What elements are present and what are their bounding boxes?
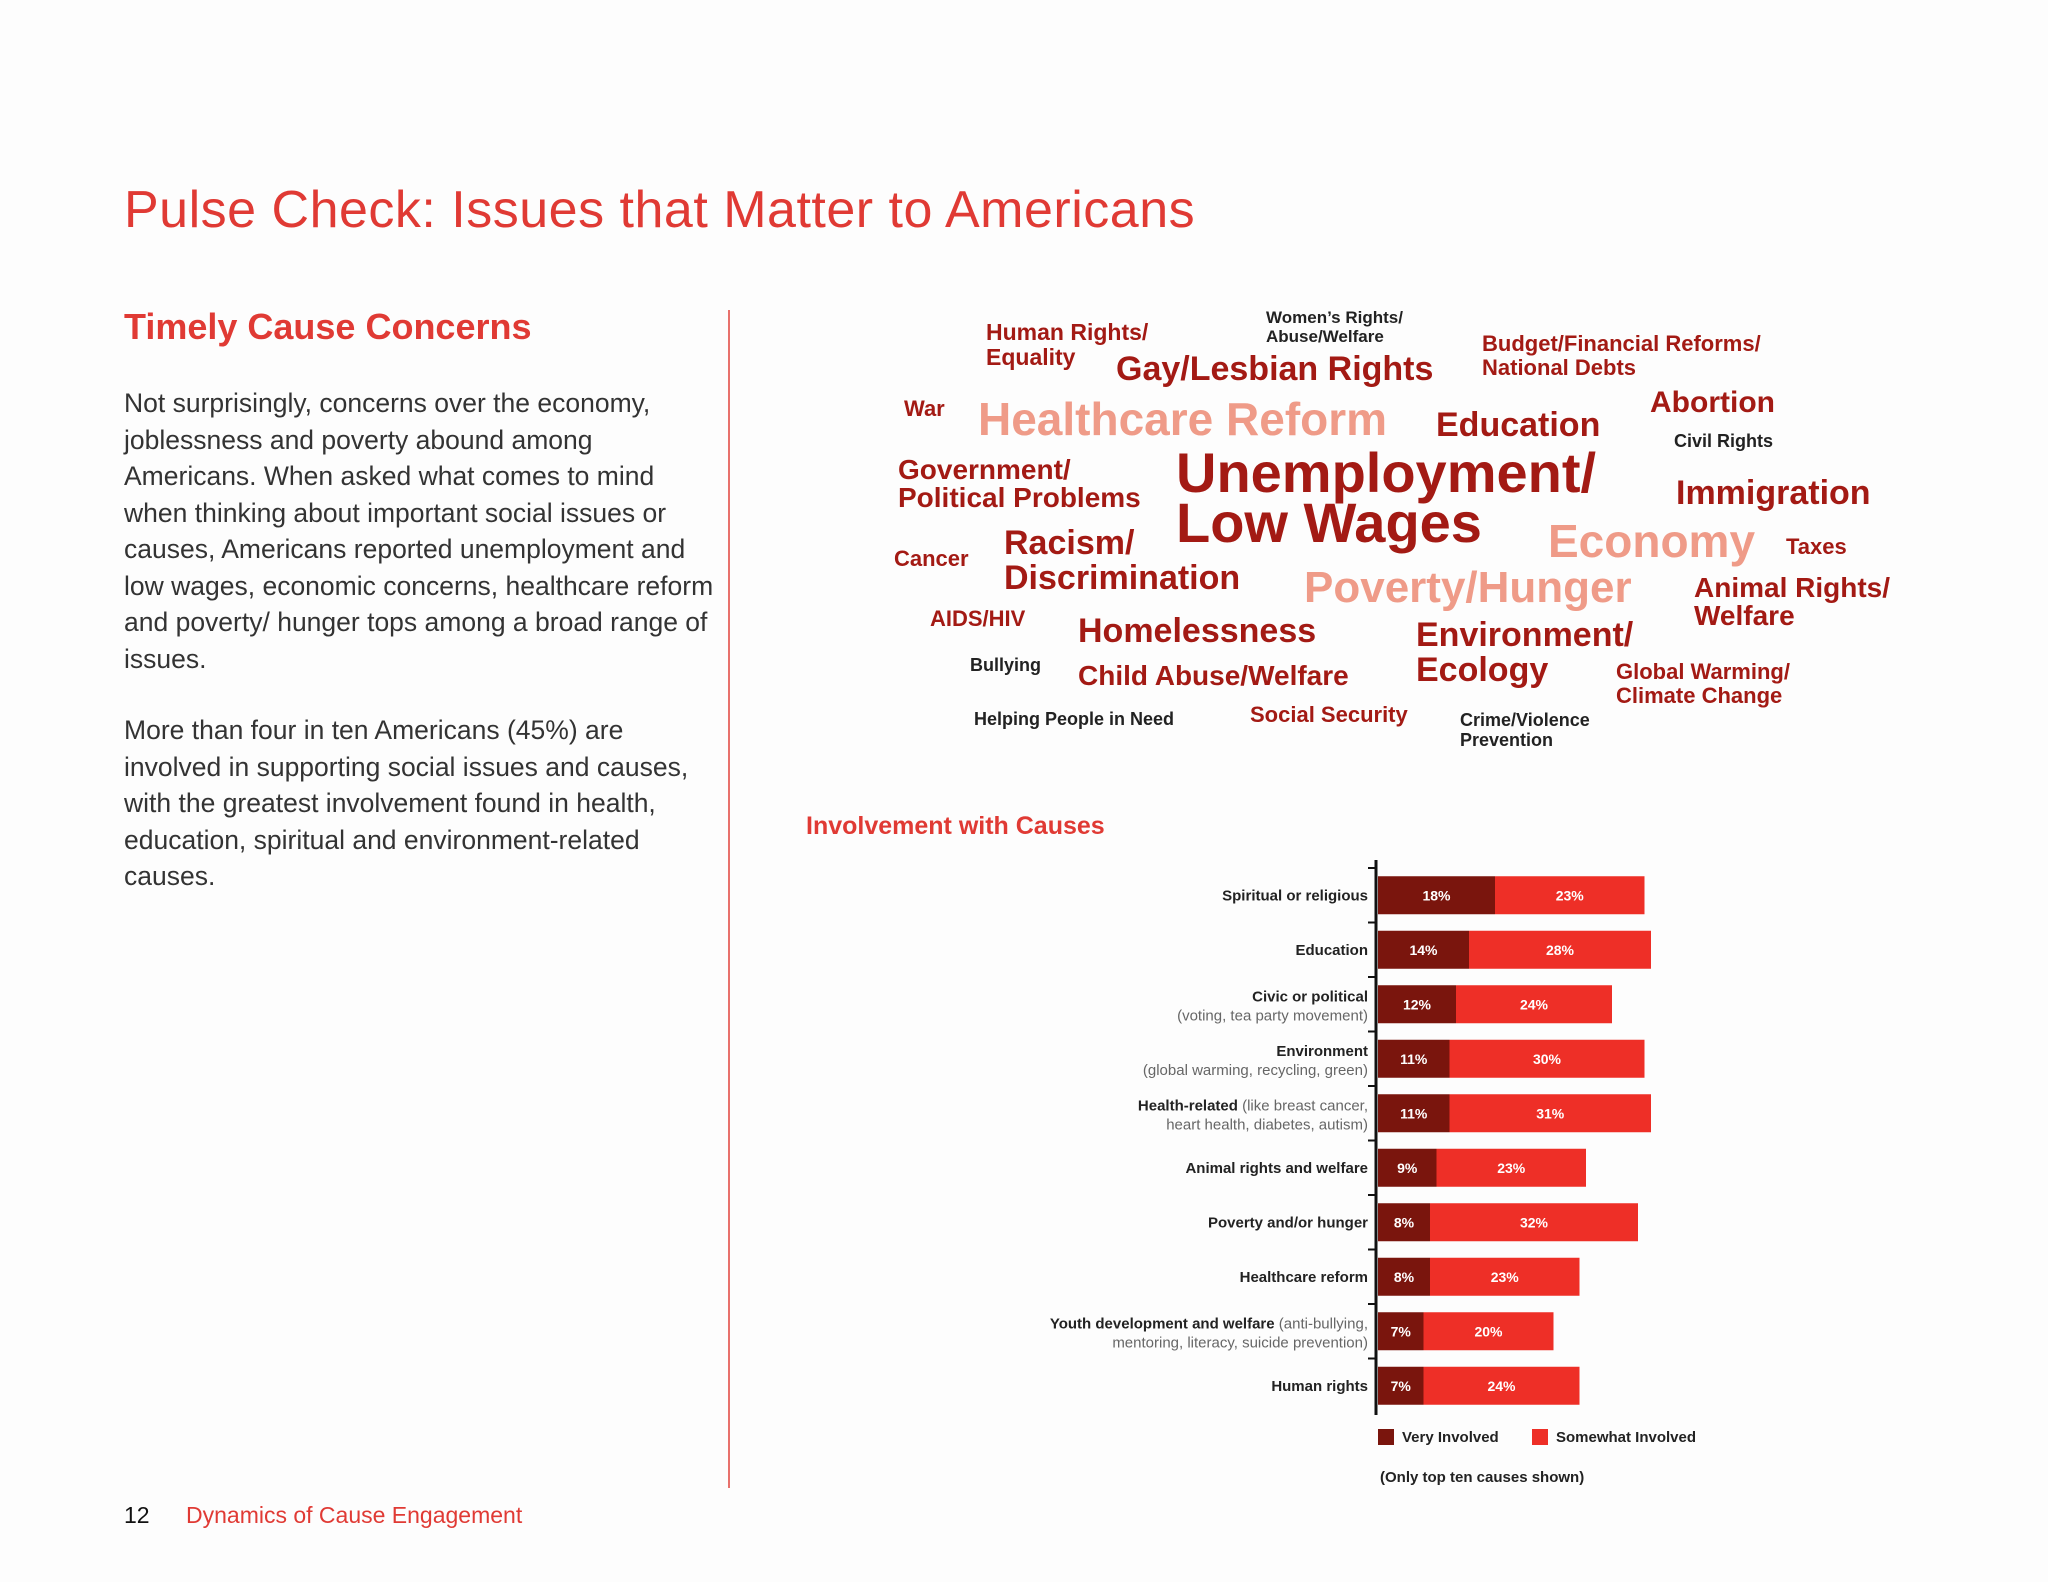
bar-value-label: 23% — [1556, 887, 1585, 903]
cloud-helping-people: Helping People in Need — [974, 709, 1175, 729]
very-involved-bar — [1378, 1257, 1430, 1296]
bar-value-label: 32% — [1520, 1214, 1549, 1230]
cloud-abortion: Abortion — [1650, 386, 1775, 419]
intro-paragraph: Not surprisingly, concerns over the econ… — [124, 388, 714, 674]
cloud-taxes: Taxes — [1786, 534, 1847, 559]
somewhat-involved-bar — [1430, 1203, 1638, 1242]
very-involved-bar — [1378, 1039, 1450, 1078]
bar-value-label: 7% — [1391, 1378, 1412, 1394]
somewhat-involved-bar — [1423, 1312, 1554, 1351]
legend-label: Very Involved — [1402, 1429, 1499, 1446]
somewhat-involved-bar — [1430, 1257, 1580, 1296]
category-label: Poverty and/or hunger — [1208, 1214, 1368, 1231]
bar-value-label: 8% — [1394, 1269, 1415, 1285]
category-label: Healthcare reform — [1240, 1269, 1368, 1286]
cloud-homelessness: Homelessness — [1078, 612, 1317, 650]
bar-value-label: 11% — [1400, 1105, 1428, 1121]
very-involved-bar — [1378, 1312, 1424, 1351]
page-number: 12 — [124, 1502, 150, 1528]
very-involved-bar — [1378, 1148, 1437, 1187]
bar-value-label: 14% — [1409, 942, 1438, 958]
bar-value-label: 12% — [1403, 996, 1432, 1012]
cloud-healthcare-reform: Healthcare Reform — [978, 393, 1388, 445]
bar-value-label: 7% — [1391, 1323, 1412, 1339]
bar-value-label: 24% — [1520, 996, 1549, 1012]
bar-value-label: 23% — [1497, 1160, 1526, 1176]
very-involved-bar — [1378, 876, 1495, 915]
cloud-war: War — [904, 396, 945, 421]
cloud-child-abuse: Child Abuse/Welfare — [1078, 660, 1349, 691]
cloud-poverty: Poverty/Hunger — [1304, 563, 1632, 612]
very-involved-bar — [1378, 1203, 1430, 1242]
category-label: Animal rights and welfare — [1185, 1160, 1368, 1177]
category-note: mentoring, literacy, suicide prevention) — [1112, 1334, 1368, 1351]
cloud-economy: Economy — [1548, 515, 1756, 567]
category-note: heart health, diabetes, autism) — [1166, 1116, 1368, 1133]
somewhat-involved-bar — [1456, 985, 1612, 1024]
bar-value-label: 28% — [1546, 942, 1575, 958]
bar-value-label: 30% — [1533, 1051, 1562, 1067]
category-label: Health-related (like breast cancer, — [1138, 1097, 1368, 1114]
legend-swatch — [1532, 1429, 1548, 1445]
publication-title: Dynamics of Cause Engagement — [186, 1502, 523, 1528]
very-involved-bar — [1378, 985, 1456, 1024]
cloud-social-security: Social Security — [1250, 702, 1408, 727]
cloud-womens-rights: Women’s Rights/Abuse/Welfare — [1266, 308, 1403, 346]
bar-value-label: 23% — [1491, 1269, 1520, 1285]
cloud-bullying: Bullying — [970, 655, 1041, 675]
category-note: (voting, tea party movement) — [1177, 1007, 1368, 1024]
somewhat-involved-bar — [1469, 930, 1651, 969]
bar-value-label: 11% — [1400, 1051, 1428, 1067]
page-title: Pulse Check: Issues that Matter to Ameri… — [124, 181, 1196, 239]
cloud-civil-rights: Civil Rights — [1674, 431, 1774, 451]
cloud-cancer: Cancer — [894, 546, 969, 571]
somewhat-involved-bar — [1449, 1039, 1645, 1078]
cloud-government: Government/Political Problems — [898, 454, 1141, 513]
cloud-animal-rights: Animal Rights/Welfare — [1694, 572, 1891, 631]
cloud-environment: Environment/Ecology — [1416, 616, 1634, 689]
somewhat-involved-bar — [1423, 1366, 1580, 1405]
bar-value-label: 20% — [1474, 1323, 1503, 1339]
somewhat-involved-bar — [1495, 876, 1645, 915]
category-label: Youth development and welfare (anti-bull… — [1050, 1315, 1368, 1332]
section-heading: Timely Cause Concerns — [124, 306, 532, 347]
cloud-crime: Crime/Violence Prevention — [1460, 710, 1590, 750]
cloud-global-warming: Global Warming/Climate Change — [1616, 659, 1790, 708]
bar-value-label: 9% — [1397, 1160, 1418, 1176]
category-label: Environment — [1276, 1043, 1368, 1060]
cloud-gay-rights: Gay/Lesbian Rights — [1116, 350, 1434, 388]
cloud-aids: AIDS/HIV — [930, 606, 1026, 631]
bar-value-label: 8% — [1394, 1214, 1415, 1230]
chart-footnote: (Only top ten causes shown) — [1380, 1469, 1585, 1486]
cloud-education: Education — [1436, 406, 1601, 444]
bar-value-label: 31% — [1536, 1105, 1565, 1121]
cloud-human-rights: Human Rights/Equality — [986, 319, 1149, 370]
cloud-unemployment: Unemployment/Low Wages — [1176, 441, 1597, 554]
cloud-budget: Budget/Financial Reforms/National Debts — [1482, 331, 1761, 380]
involvement-paragraph: More than four in ten Americans (45%) ar… — [124, 715, 689, 891]
bar-value-label: 18% — [1422, 887, 1451, 903]
chart-title: Involvement with Causes — [806, 812, 1105, 840]
category-label: Education — [1295, 942, 1368, 959]
somewhat-involved-bar — [1436, 1148, 1586, 1187]
somewhat-involved-bar — [1449, 1094, 1651, 1133]
cloud-immigration: Immigration — [1676, 474, 1871, 512]
very-involved-bar — [1378, 1094, 1450, 1133]
category-label: Spiritual or religious — [1222, 887, 1368, 904]
bar-value-label: 24% — [1487, 1378, 1516, 1394]
category-note: (global warming, recycling, green) — [1143, 1062, 1368, 1079]
legend-label: Somewhat Involved — [1556, 1429, 1696, 1446]
column-divider — [728, 310, 730, 1488]
very-involved-bar — [1378, 1366, 1424, 1405]
cloud-racism: Racism/Discrimination — [1004, 524, 1241, 597]
category-label: Civic or political — [1252, 988, 1368, 1005]
very-involved-bar — [1378, 930, 1469, 969]
category-label: Human rights — [1271, 1378, 1368, 1395]
legend-swatch — [1378, 1429, 1394, 1445]
